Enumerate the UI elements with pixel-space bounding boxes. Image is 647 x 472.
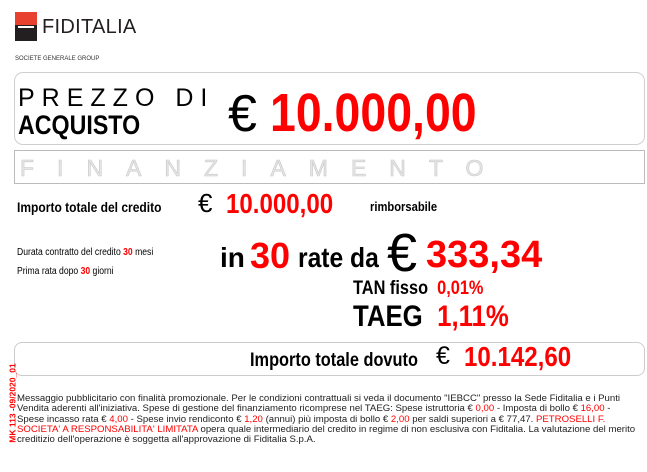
brand-name: FIDITALIA [42, 16, 137, 38]
taeg-label: TAEG [353, 300, 423, 333]
installments-middle: rate da [298, 242, 379, 273]
total-due-euro: € [436, 342, 450, 370]
purchase-price-value: 10.000,00 [270, 83, 477, 143]
group-tagline: SOCIETE GENERALE GROUP [15, 56, 100, 62]
disclaimer-text: - Spese invio rendiconto € [127, 413, 245, 425]
total-due-label-text: Importo totale dovuto [250, 350, 418, 371]
price-label-line1: PREZZO DI [18, 84, 215, 112]
financing-banner-text: FINANZIAMENTO [20, 155, 507, 182]
credit-suffix: rimborsabile [370, 199, 448, 214]
installments-euro: € [387, 223, 418, 283]
credit-suffix-text: rimborsabile [370, 199, 438, 214]
credit-euro-sign: € [198, 188, 213, 218]
legal-disclaimer: Messaggio pubblicitario con finalità pro… [17, 393, 639, 446]
installments-count: 30 [250, 235, 291, 276]
fee-rendiconto: 1,20 [244, 413, 263, 425]
price-label-line2-text: ACQUISTO [18, 110, 141, 140]
disclaimer-text: - Imposta di bollo € [494, 403, 581, 415]
tan-line: TAN fisso 0,01% [353, 278, 505, 300]
fee-bollo: 16,00 [580, 403, 605, 415]
tan-value: 0,01% [437, 278, 484, 299]
purchase-price-box [14, 72, 645, 145]
installment-amount: 333,34 [426, 234, 543, 276]
taeg-line: TAEG 1,11% [353, 300, 534, 334]
installments-prefix: in [220, 242, 245, 273]
disclaimer-text: per saldi superiori a € 77,47. [409, 413, 536, 425]
credit-label: Importo totale del credito [17, 199, 185, 215]
price-label-line2: ACQUISTO [18, 110, 160, 141]
purchase-price: 10.000,00 [270, 82, 510, 144]
disclaimer-text: (annui) più imposta di bollo € [262, 413, 391, 425]
disclaimer-text: - Spese incasso rata € [17, 403, 611, 425]
disclaimer-text: opera quale intermediario del credito in… [17, 423, 636, 446]
intermediary-name: PETROSELLI F. SOCIETA' A RESPONSABILITA'… [17, 413, 606, 435]
fee-incasso: 4,00 [109, 413, 128, 425]
taeg-value: 1,11% [437, 300, 509, 333]
duration-months: 30 [123, 247, 133, 258]
duration-unit: mesi [135, 247, 154, 258]
credit-amount: 10.000,00 [226, 188, 351, 220]
total-due-box [14, 342, 645, 376]
total-due-label: Importo totale dovuto [250, 350, 445, 372]
disclaimer-text: Messaggio pubblicitario con finalità pro… [17, 393, 621, 415]
total-due-amount: 10.142,60 [464, 341, 589, 373]
total-due-value: 10.142,60 [464, 341, 572, 372]
first-installment-line: Prima rata dopo 30 giorni [17, 266, 129, 277]
fee-istruttoria: 0,00 [475, 403, 495, 415]
credit-amount-value: 10.000,00 [226, 188, 334, 219]
duration-prefix: Durata contratto del credito [17, 247, 121, 258]
credit-label-text: Importo totale del credito [17, 199, 162, 215]
tan-label: TAN fisso [353, 278, 429, 299]
fiditalia-logo-mark [15, 12, 37, 41]
first-installment-prefix: Prima rata dopo [17, 266, 79, 277]
duration-line: Durata contratto del credito 30 mesi [17, 247, 175, 258]
euro-sign: € [228, 85, 257, 143]
financing-banner [14, 150, 645, 184]
first-installment-unit: giorni [92, 266, 114, 277]
first-installment-days: 30 [80, 266, 91, 277]
fee-bollo-rendiconto: 2,00 [390, 413, 410, 425]
